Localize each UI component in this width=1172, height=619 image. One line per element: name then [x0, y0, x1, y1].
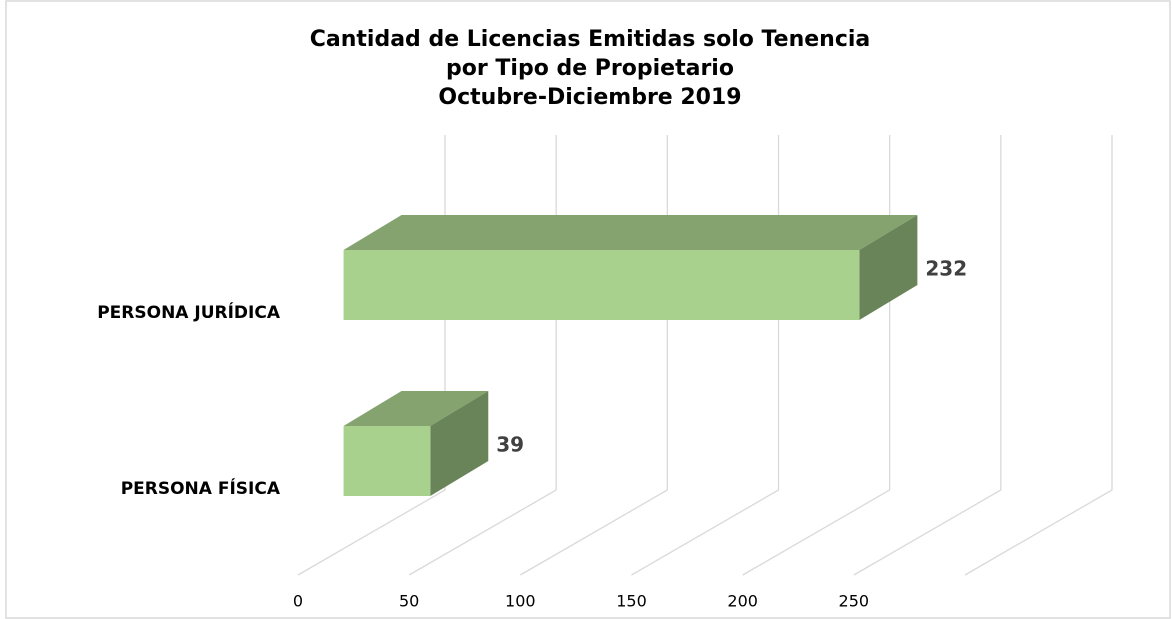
x-tick-label: 250: [839, 592, 870, 611]
grid-line: [964, 135, 1113, 576]
chart-title: por Tipo de Propietario: [446, 56, 734, 81]
chart-title: Octubre-Diciembre 2019: [438, 85, 741, 110]
data-label: 232: [925, 257, 967, 281]
x-tick-label: 200: [727, 592, 758, 611]
x-tick-label: 50: [399, 592, 419, 611]
x-tick-label: 100: [505, 592, 536, 611]
x-tick-label: 150: [616, 592, 647, 611]
bar-top: [343, 391, 489, 426]
data-label: 39: [496, 433, 524, 457]
x-tick-label: 0: [293, 592, 303, 611]
bar-side: [430, 391, 489, 496]
y-tick-label: PERSONA JURÍDICA: [97, 301, 281, 323]
bar: [343, 426, 431, 496]
grid-line: [853, 135, 1002, 576]
bar: [343, 250, 860, 320]
chart-title: Cantidad de Licencias Emitidas solo Tene…: [310, 27, 871, 52]
bar-side: [859, 215, 918, 320]
y-tick-label: PERSONA FÍSICA: [121, 477, 281, 499]
bar-top: [343, 215, 918, 250]
